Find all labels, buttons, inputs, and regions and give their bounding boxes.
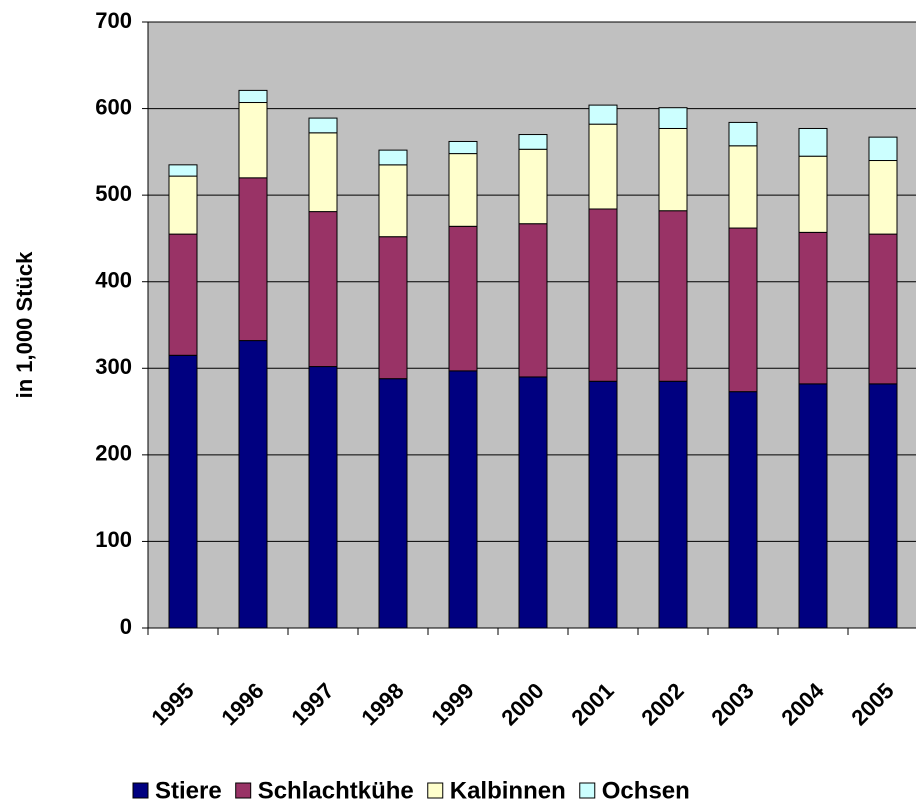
y-tick-label: 300 [95,354,132,379]
y-tick-label: 700 [95,8,132,33]
legend-swatch [427,782,444,799]
bar-segment [378,164,408,238]
legend-swatch [235,782,252,799]
legend-label: Schlachtkühe [258,777,414,804]
bar-segment [448,225,478,372]
bar-segment [518,148,548,225]
bar-segment [658,127,688,212]
bar-segment [378,236,408,380]
bar-segment [798,231,828,385]
x-tick-label: 1999 [426,678,478,730]
bar-segment [588,123,618,210]
bar-segment [728,145,758,229]
bar-segment [518,376,548,629]
x-tick-label: 2000 [496,678,548,730]
legend-swatch [132,782,149,799]
bar-segment [238,177,268,342]
bar-segment [868,383,898,629]
legend-label: Ochsen [602,777,690,804]
bar-segment [168,175,198,235]
bar-segment [798,127,828,157]
bar-segment [308,366,338,629]
bar-segment [518,223,548,378]
bar-segment [518,134,548,150]
bar-segment [868,233,898,385]
x-tick-label: 1997 [286,678,338,730]
bar-segment [798,383,828,629]
bar-segment [168,354,198,629]
bar-segment [448,370,478,629]
x-tick-label: 2005 [846,678,898,730]
bar-segment [658,107,688,129]
bar-segment [868,160,898,235]
x-tick-label: 1995 [146,678,198,730]
bar-segment [378,378,408,629]
bar-segment [588,104,618,125]
bar-segment [238,340,268,629]
bar-segment [798,155,828,233]
bar-segment [868,136,898,162]
bar-segment [238,89,268,104]
y-axis-label: in 1,000 Stück [12,251,37,399]
y-tick-label: 200 [95,441,132,466]
y-tick-label: 0 [120,614,132,639]
bar-segment [378,149,408,166]
bar-segment [238,102,268,179]
y-tick-label: 400 [95,268,132,293]
legend-swatch [579,782,596,799]
bar-segment [728,121,758,147]
y-tick-label: 600 [95,94,132,119]
y-tick-label: 100 [95,527,132,552]
bar-segment [728,227,758,393]
bar-segment [448,153,478,227]
bar-segment [588,208,618,382]
x-tick-label: 2004 [776,677,829,730]
x-tick-label: 1996 [216,678,268,730]
x-tick-label: 1998 [356,678,408,730]
bar-segment [308,211,338,368]
bar-segment [658,380,688,629]
x-tick-label: 2003 [706,678,758,730]
x-tick-label: 2001 [566,678,618,730]
bar-segment [728,391,758,629]
y-tick-label: 500 [95,181,132,206]
bar-segment [308,117,338,134]
bar-segment [168,164,198,177]
x-tick-label: 2002 [636,678,688,730]
bar-segment [448,140,478,155]
bar-segment [658,210,688,382]
legend-label: Stiere [155,777,222,804]
bar-segment [308,132,338,213]
bar-segment [168,233,198,356]
bar-segment [588,380,618,629]
legend-label: Kalbinnen [450,777,566,804]
